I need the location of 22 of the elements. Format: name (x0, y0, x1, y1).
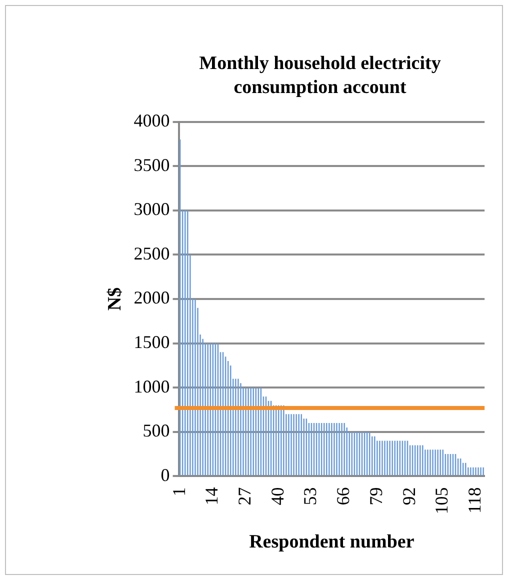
y-tick-label: 1500 (134, 332, 170, 352)
x-tick-label: 92 (398, 487, 419, 506)
x-axis-title: Respondent number (249, 532, 415, 553)
chart-title: Monthly household electricity consumption account (198, 52, 442, 100)
x-tick-label: 118 (464, 487, 484, 514)
y-tick-label: 3000 (134, 199, 170, 220)
x-tick-label: 27 (234, 487, 255, 506)
x-tick-label: 66 (333, 487, 354, 506)
y-tick-label: 4000 (134, 110, 170, 131)
y-tick-label: 2500 (134, 243, 170, 264)
y-tick-label: 2000 (134, 288, 170, 308)
y-tick-label: 500 (142, 420, 170, 441)
y-tick-label: 0 (160, 464, 170, 485)
x-tick-label: 53 (300, 487, 320, 506)
y-tick-label: 1000 (134, 376, 170, 396)
x-tick-label: 1 (168, 487, 189, 496)
y-axis-title: N$ (104, 287, 126, 311)
y-tick-label: 3500 (134, 154, 170, 175)
x-tick-label: 79 (366, 487, 386, 506)
x-tick-label: 105 (432, 487, 452, 514)
x-tick-label: 40 (267, 487, 288, 506)
x-tick-label: 14 (202, 487, 222, 506)
